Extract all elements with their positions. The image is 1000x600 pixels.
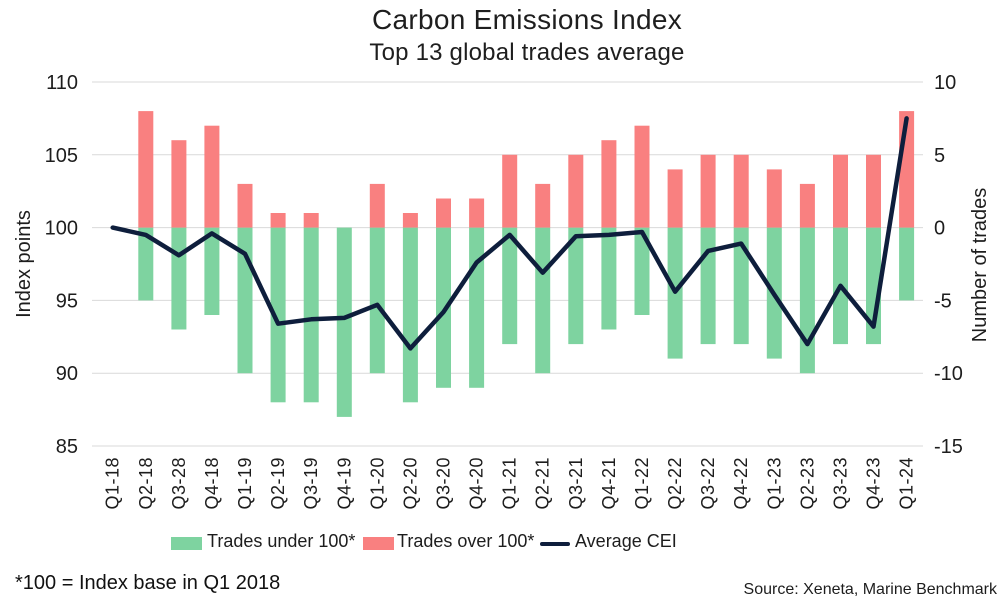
bar-segment [369,183,385,228]
right-axis-tick-label: 0 [934,218,945,240]
bar-segment [700,227,716,345]
index-base-footnote: *100 = Index base in Q1 2018 [15,572,281,594]
left-axis-tick-label: 110 [46,72,78,94]
left-axis-tick-label: 100 [45,218,78,240]
left-axis-tick-label: 85 [56,436,78,458]
bar-segment [634,125,650,228]
x-axis-tick-label: Q3-23 [831,457,851,510]
x-axis-tick-label: Q1-22 [632,457,652,510]
right-axis-tick-label: -15 [934,436,963,458]
right-axis-tick-label: 10 [934,72,956,94]
bar-segment [171,227,187,330]
bar-segment [766,169,782,228]
bar-segment [601,227,617,330]
bar-segment [667,169,683,228]
bar-segment [270,227,286,403]
bar-segment [799,227,815,374]
average-cei-line [110,116,909,351]
bar-segment [402,227,418,403]
x-axis-tick-label: Q4-22 [731,457,751,510]
bar-segment [899,227,915,301]
bar-segment [204,125,220,228]
x-axis-tick-label: Q1-23 [764,457,784,510]
x-axis-tick-label: Q2-21 [533,457,553,510]
x-axis-tick-label: Q2-22 [665,457,685,510]
x-axis-tick-label: Q3-19 [301,457,321,510]
right-axis-tick-label: -10 [934,363,963,385]
x-axis-tick-label: Q3-28 [169,457,189,510]
bar-segment [535,183,551,228]
bar-segment [799,183,815,228]
right-axis-tick-label: -5 [934,290,952,312]
x-axis-tick-label: Q3-22 [698,457,718,510]
x-axis-tick-label: Q4-20 [467,457,487,510]
x-axis-tick-label: Q1-18 [103,457,123,510]
bar-segment [502,227,518,345]
bar-segment [204,227,220,315]
bar-segment [436,198,451,228]
bar-segment [138,111,154,228]
x-axis-tick-label: Q2-18 [136,457,156,510]
bar-segment [303,227,319,403]
x-axis-tick-label: Q1-19 [235,457,255,510]
x-axis-tick-label: Q2-20 [400,457,420,510]
legend-label-average-cei: Average CEI [575,531,677,551]
bar-segment [568,154,584,228]
x-axis-tick-label: Q3-21 [566,457,586,510]
bar-segment [469,227,485,388]
source-credit: Source: Xeneta, Marine Benchmark [743,581,997,598]
bar-segment [833,154,848,228]
legend-line-swatch-average-cei [540,542,570,546]
bar-segment [270,213,286,228]
bar-segment [469,198,485,228]
bar-segment [733,227,749,345]
x-axis-tick-label: Q1-21 [500,457,520,510]
chart-subtitle: Top 13 global trades average [369,39,685,66]
x-axis-tick-label: Q2-23 [797,457,817,510]
bar-segment [402,213,418,228]
bar-segment [303,213,319,228]
bar-segment [237,183,253,228]
bar-segment [634,227,650,315]
x-axis-tick-label: Q4-19 [334,457,354,510]
bar-segment [171,140,187,228]
bar-segment [336,227,352,417]
left-axis-tick-label: 90 [56,363,78,385]
bar-segment [436,227,451,388]
bar-segment [535,227,551,374]
x-axis-tick-label: Q3-20 [434,457,454,510]
x-axis-tick-label: Q2-19 [268,457,288,510]
legend-swatch-trades-over [363,537,394,550]
right-axis-tick-label: 5 [934,145,945,167]
bar-segment [369,227,385,374]
bar-segment [700,154,716,228]
x-axis-tick-label: Q4-18 [202,457,222,510]
x-axis-tick-label: Q4-23 [864,457,884,510]
bar-segment [138,227,154,301]
left-axis-tick-label: 105 [45,145,78,167]
bar-segment [733,154,749,228]
legend-label-trades-over: Trades over 100* [397,531,535,551]
right-axis-title: Number of trades [969,188,991,343]
bar-segment [866,154,881,228]
x-axis-tick-label: Q4-21 [599,457,619,510]
legend-label-trades-under: Trades under 100* [207,531,356,551]
bar-series [138,111,915,228]
legend: Trades under 100* Trades over 100* Avera… [0,530,1000,558]
x-axis-tick-label: Q1-20 [367,457,387,510]
chart-title: Carbon Emissions Index [371,4,683,35]
left-axis-tick-label: 95 [56,290,78,312]
legend-swatch-trades-under [171,537,202,550]
bar-segment [502,154,518,228]
bar-segment [568,227,584,345]
left-axis-title: Index points [13,210,35,318]
x-axis-tick-label: Q1-24 [897,457,917,510]
bar-segment [601,140,617,228]
